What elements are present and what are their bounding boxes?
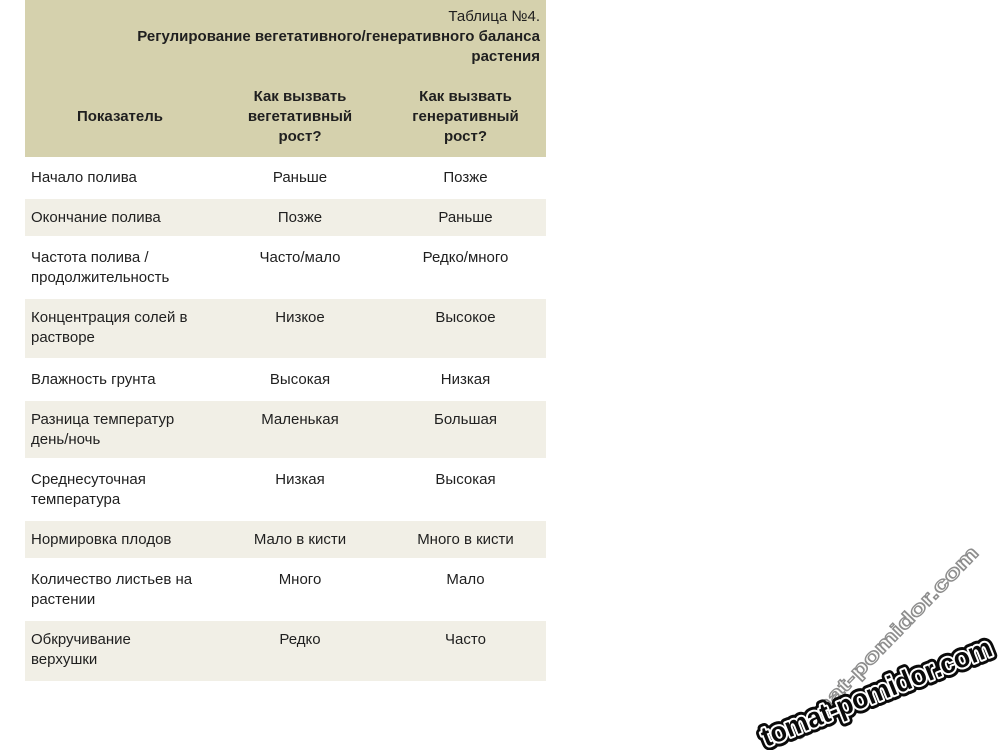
- row-indicator: Среднесуточная температура: [31, 471, 146, 508]
- table-title-line-1: Регулирование вегетативного/генеративног…: [137, 28, 540, 45]
- column-header-indicator: Показатель: [76, 108, 163, 125]
- row-indicator: Концентрация солей в растворе: [31, 309, 188, 346]
- table-header: Таблица №4. Регулирование вегетативного/…: [25, 0, 546, 157]
- row-indicator: Начало полива: [31, 169, 137, 186]
- row-indicator: Частота полива / продолжительность: [31, 249, 170, 286]
- watermark-gray: tomat-pomidor.com: [786, 542, 984, 746]
- column-header-row: Показатель Как вызвать вегетативный рост…: [25, 87, 546, 147]
- column-header-generative-growth: Как вызвать генеративный рост?: [412, 88, 519, 145]
- column-header-vegetative-growth: Как вызвать вегетативный рост?: [247, 88, 353, 145]
- watermark-text-gray-outline: tomat-pomidor.com: [787, 542, 983, 744]
- row-vegetative-value: Редко: [279, 631, 321, 648]
- row-vegetative-value: Часто/мало: [259, 249, 341, 266]
- row-generative-value: Раньше: [438, 209, 493, 226]
- row-generative-value: Мало: [446, 571, 485, 588]
- table-caption: Таблица №4.: [448, 8, 540, 25]
- row-indicator: Обкручивание верхушки: [31, 631, 131, 668]
- row-vegetative-value: Низкая: [275, 471, 325, 488]
- watermark-text-black-outer-outline: tomat-pomidor.com: [757, 632, 997, 750]
- table-row: Концентрация солей в растворе Низкое Выс…: [25, 299, 546, 358]
- row-vegetative-value: Много: [278, 571, 322, 588]
- table-row: Среднесуточная температура Низкая Высока…: [25, 461, 546, 518]
- row-indicator: Количество листьев на растении: [31, 571, 193, 608]
- row-generative-value: Высокая: [435, 471, 496, 488]
- row-generative-value: Высокое: [435, 309, 496, 326]
- row-generative-value: Много в кисти: [417, 531, 514, 548]
- watermark-black: tomat-pomidor.com tomat-pomidor.com toma…: [752, 627, 1000, 750]
- table-row: Нормировка плодов Мало в кисти Много в к…: [25, 521, 546, 558]
- table-row: Начало полива Раньше Позже: [25, 159, 546, 196]
- row-vegetative-value: Раньше: [272, 169, 328, 186]
- row-vegetative-value: Мало в кисти: [253, 531, 347, 548]
- row-generative-value: Позже: [443, 169, 488, 186]
- vegetative-generative-balance-table: Таблица №4. Регулирование вегетативного/…: [25, 0, 546, 684]
- table-row: Частота полива / продолжительность Часто…: [25, 239, 546, 296]
- row-vegetative-value: Высокая: [269, 371, 331, 388]
- table-row: Обкручивание верхушки Редко Часто: [25, 621, 546, 681]
- table-row: Количество листьев на растении Много Мал…: [25, 561, 546, 618]
- row-vegetative-value: Низкое: [275, 309, 325, 326]
- table-body: Начало полива Раньше Позже Окончание пол…: [25, 159, 546, 681]
- table-row: Разница температур день/ночь Маленькая Б…: [25, 401, 546, 458]
- row-generative-value: Редко/много: [422, 249, 509, 266]
- row-generative-value: Большая: [434, 411, 497, 428]
- row-generative-value: Низкая: [440, 371, 491, 388]
- watermark-text-white-inline: tomat-pomidor.com: [757, 632, 997, 750]
- row-indicator: Окончание полива: [31, 209, 161, 226]
- row-indicator: Нормировка плодов: [31, 531, 172, 548]
- watermark-text-black-core: tomat-pomidor.com: [757, 632, 997, 750]
- table-row: Влажность грунта Высокая Низкая: [25, 361, 546, 398]
- row-vegetative-value: Маленькая: [261, 411, 339, 428]
- table-title-line-2: растения: [471, 48, 540, 65]
- row-indicator: Влажность грунта: [31, 371, 156, 388]
- row-vegetative-value: Позже: [277, 209, 323, 226]
- table-row: Окончание полива Позже Раньше: [25, 199, 546, 236]
- row-generative-value: Часто: [445, 631, 486, 648]
- row-indicator: Разница температур день/ночь: [31, 411, 175, 448]
